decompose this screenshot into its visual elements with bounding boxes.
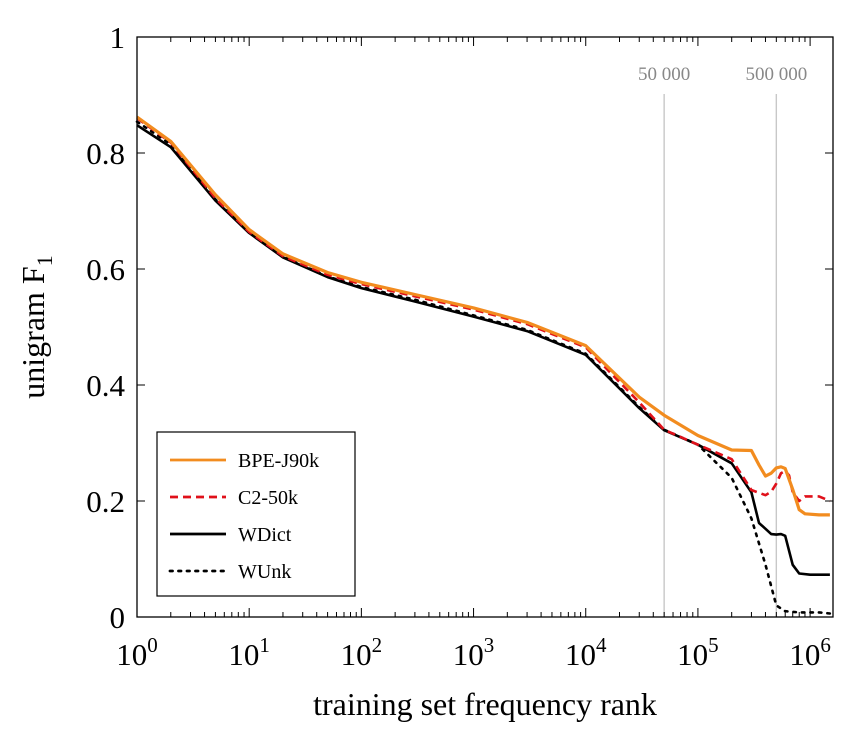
plot-frame bbox=[136, 36, 834, 618]
reference-line-label-1: 500 000 bbox=[745, 64, 807, 85]
ticks bbox=[136, 36, 833, 618]
y-tick-label-4: 0.8 bbox=[86, 136, 125, 171]
x-axis-title: training set frequency rank bbox=[313, 686, 657, 722]
x-tick-label-6: 106 bbox=[789, 633, 831, 672]
legend-label-3: WUnk bbox=[238, 561, 291, 583]
reference-lines: 50 000 500 000 bbox=[638, 64, 807, 617]
y-tick-label-1: 0.2 bbox=[86, 484, 125, 519]
series-line-0 bbox=[136, 115, 830, 517]
y-axis-title-subscript: 1 bbox=[32, 255, 57, 266]
x-tick-label-5: 105 bbox=[677, 633, 719, 672]
x-tick-label-2: 102 bbox=[341, 633, 383, 672]
x-tick-label-4: 104 bbox=[565, 633, 607, 672]
legend: BPE-J90k C2-50k WDict WUnk bbox=[156, 431, 356, 597]
legend-label-1: C2-50k bbox=[238, 487, 298, 509]
y-tick-label-0: 0 bbox=[110, 600, 126, 635]
y-axis-title: unigram F1 bbox=[15, 255, 57, 398]
y-tick-label-2: 0.4 bbox=[86, 368, 125, 403]
x-tick-label-0: 100 bbox=[116, 633, 158, 672]
legend-label-0: BPE-J90k bbox=[238, 450, 319, 472]
y-tick-label-5: 1 bbox=[110, 20, 126, 55]
y-axis-title-text: unigram F bbox=[15, 266, 51, 398]
x-tick-label-3: 103 bbox=[453, 633, 495, 672]
tick-labels: 0 0.2 0.4 0.6 0.8 1 100 101 102 103 104 105 106 bbox=[86, 20, 831, 672]
series-lines bbox=[135, 115, 832, 615]
x-tick-label-1: 101 bbox=[228, 633, 270, 672]
reference-line-label-0: 50 000 bbox=[638, 64, 690, 85]
axes bbox=[136, 36, 834, 618]
y-tick-label-3: 0.6 bbox=[86, 252, 125, 287]
legend-label-2: WDict bbox=[238, 524, 292, 546]
svg-text:unigram F1: unigram F1 bbox=[15, 255, 57, 398]
